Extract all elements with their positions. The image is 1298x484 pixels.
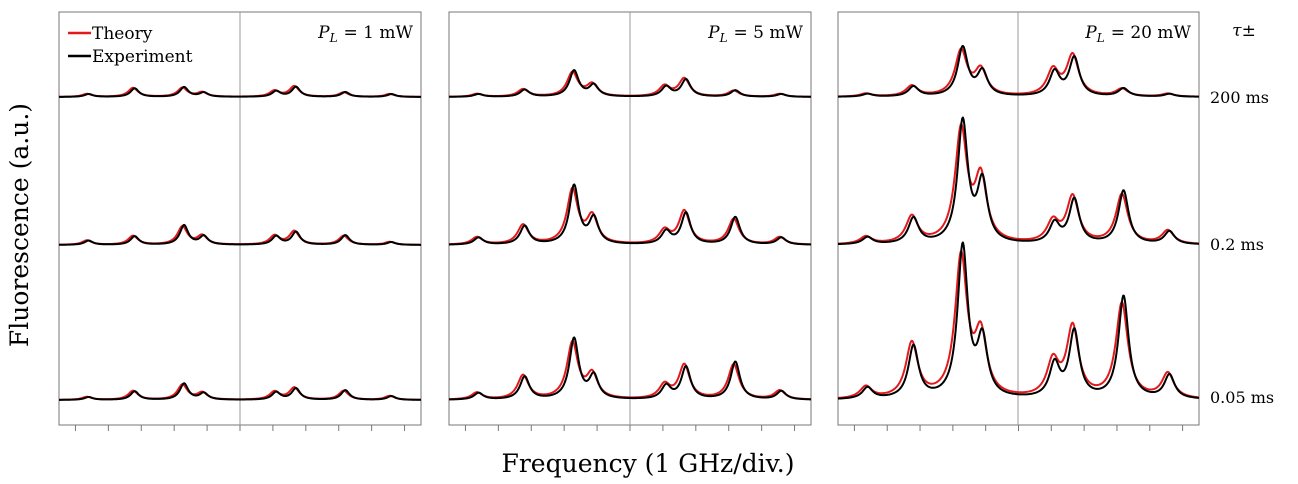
- panel-3-ticks: [853, 425, 1184, 431]
- panel-1-ticks: [74, 425, 406, 431]
- legend: Theory Experiment: [68, 24, 193, 67]
- tau-label-row-3: 0.05 ms: [1210, 388, 1274, 407]
- legend-theory-label: Theory: [92, 24, 153, 44]
- spectrum-experiment-row-2: [448, 183, 812, 246]
- tau-label-row-2: 0.2 ms: [1210, 235, 1264, 254]
- panel-2-ticks: [464, 425, 796, 431]
- panel-2-curves: [448, 69, 812, 401]
- y-axis-label: Fluorescence (a.u.): [5, 103, 34, 347]
- x-axis-label: Frequency (1 GHz/div.): [502, 449, 795, 478]
- spectrum-experiment-row-3: [837, 241, 1200, 400]
- spectrum-experiment-row-2: [58, 223, 422, 246]
- spectrum-experiment-row-1: [837, 44, 1200, 98]
- panel-1: PL = 1 mW: [58, 11, 422, 431]
- panel-1-curves: [58, 84, 422, 401]
- spectrum-experiment-row-1: [448, 69, 812, 98]
- panel-3-power-label: PL = 20 mW: [1084, 23, 1191, 45]
- spectrum-experiment-row-1: [58, 85, 422, 98]
- tau-label-row-1: 200 ms: [1210, 88, 1269, 107]
- spectrum-experiment-row-3: [448, 336, 812, 401]
- panel-3-curves: [837, 44, 1200, 400]
- tau-header: τ±: [1232, 21, 1256, 41]
- panel-2: PL = 5 mW: [448, 11, 812, 431]
- panel-1-power-label: PL = 1 mW: [317, 23, 413, 45]
- spectrum-experiment-row-2: [837, 116, 1200, 246]
- legend-experiment-label: Experiment: [92, 47, 193, 67]
- spectrum-experiment-row-3: [58, 382, 422, 401]
- panel-2-power-label: PL = 5 mW: [707, 23, 803, 45]
- panel-3: PL = 20 mW: [837, 11, 1200, 431]
